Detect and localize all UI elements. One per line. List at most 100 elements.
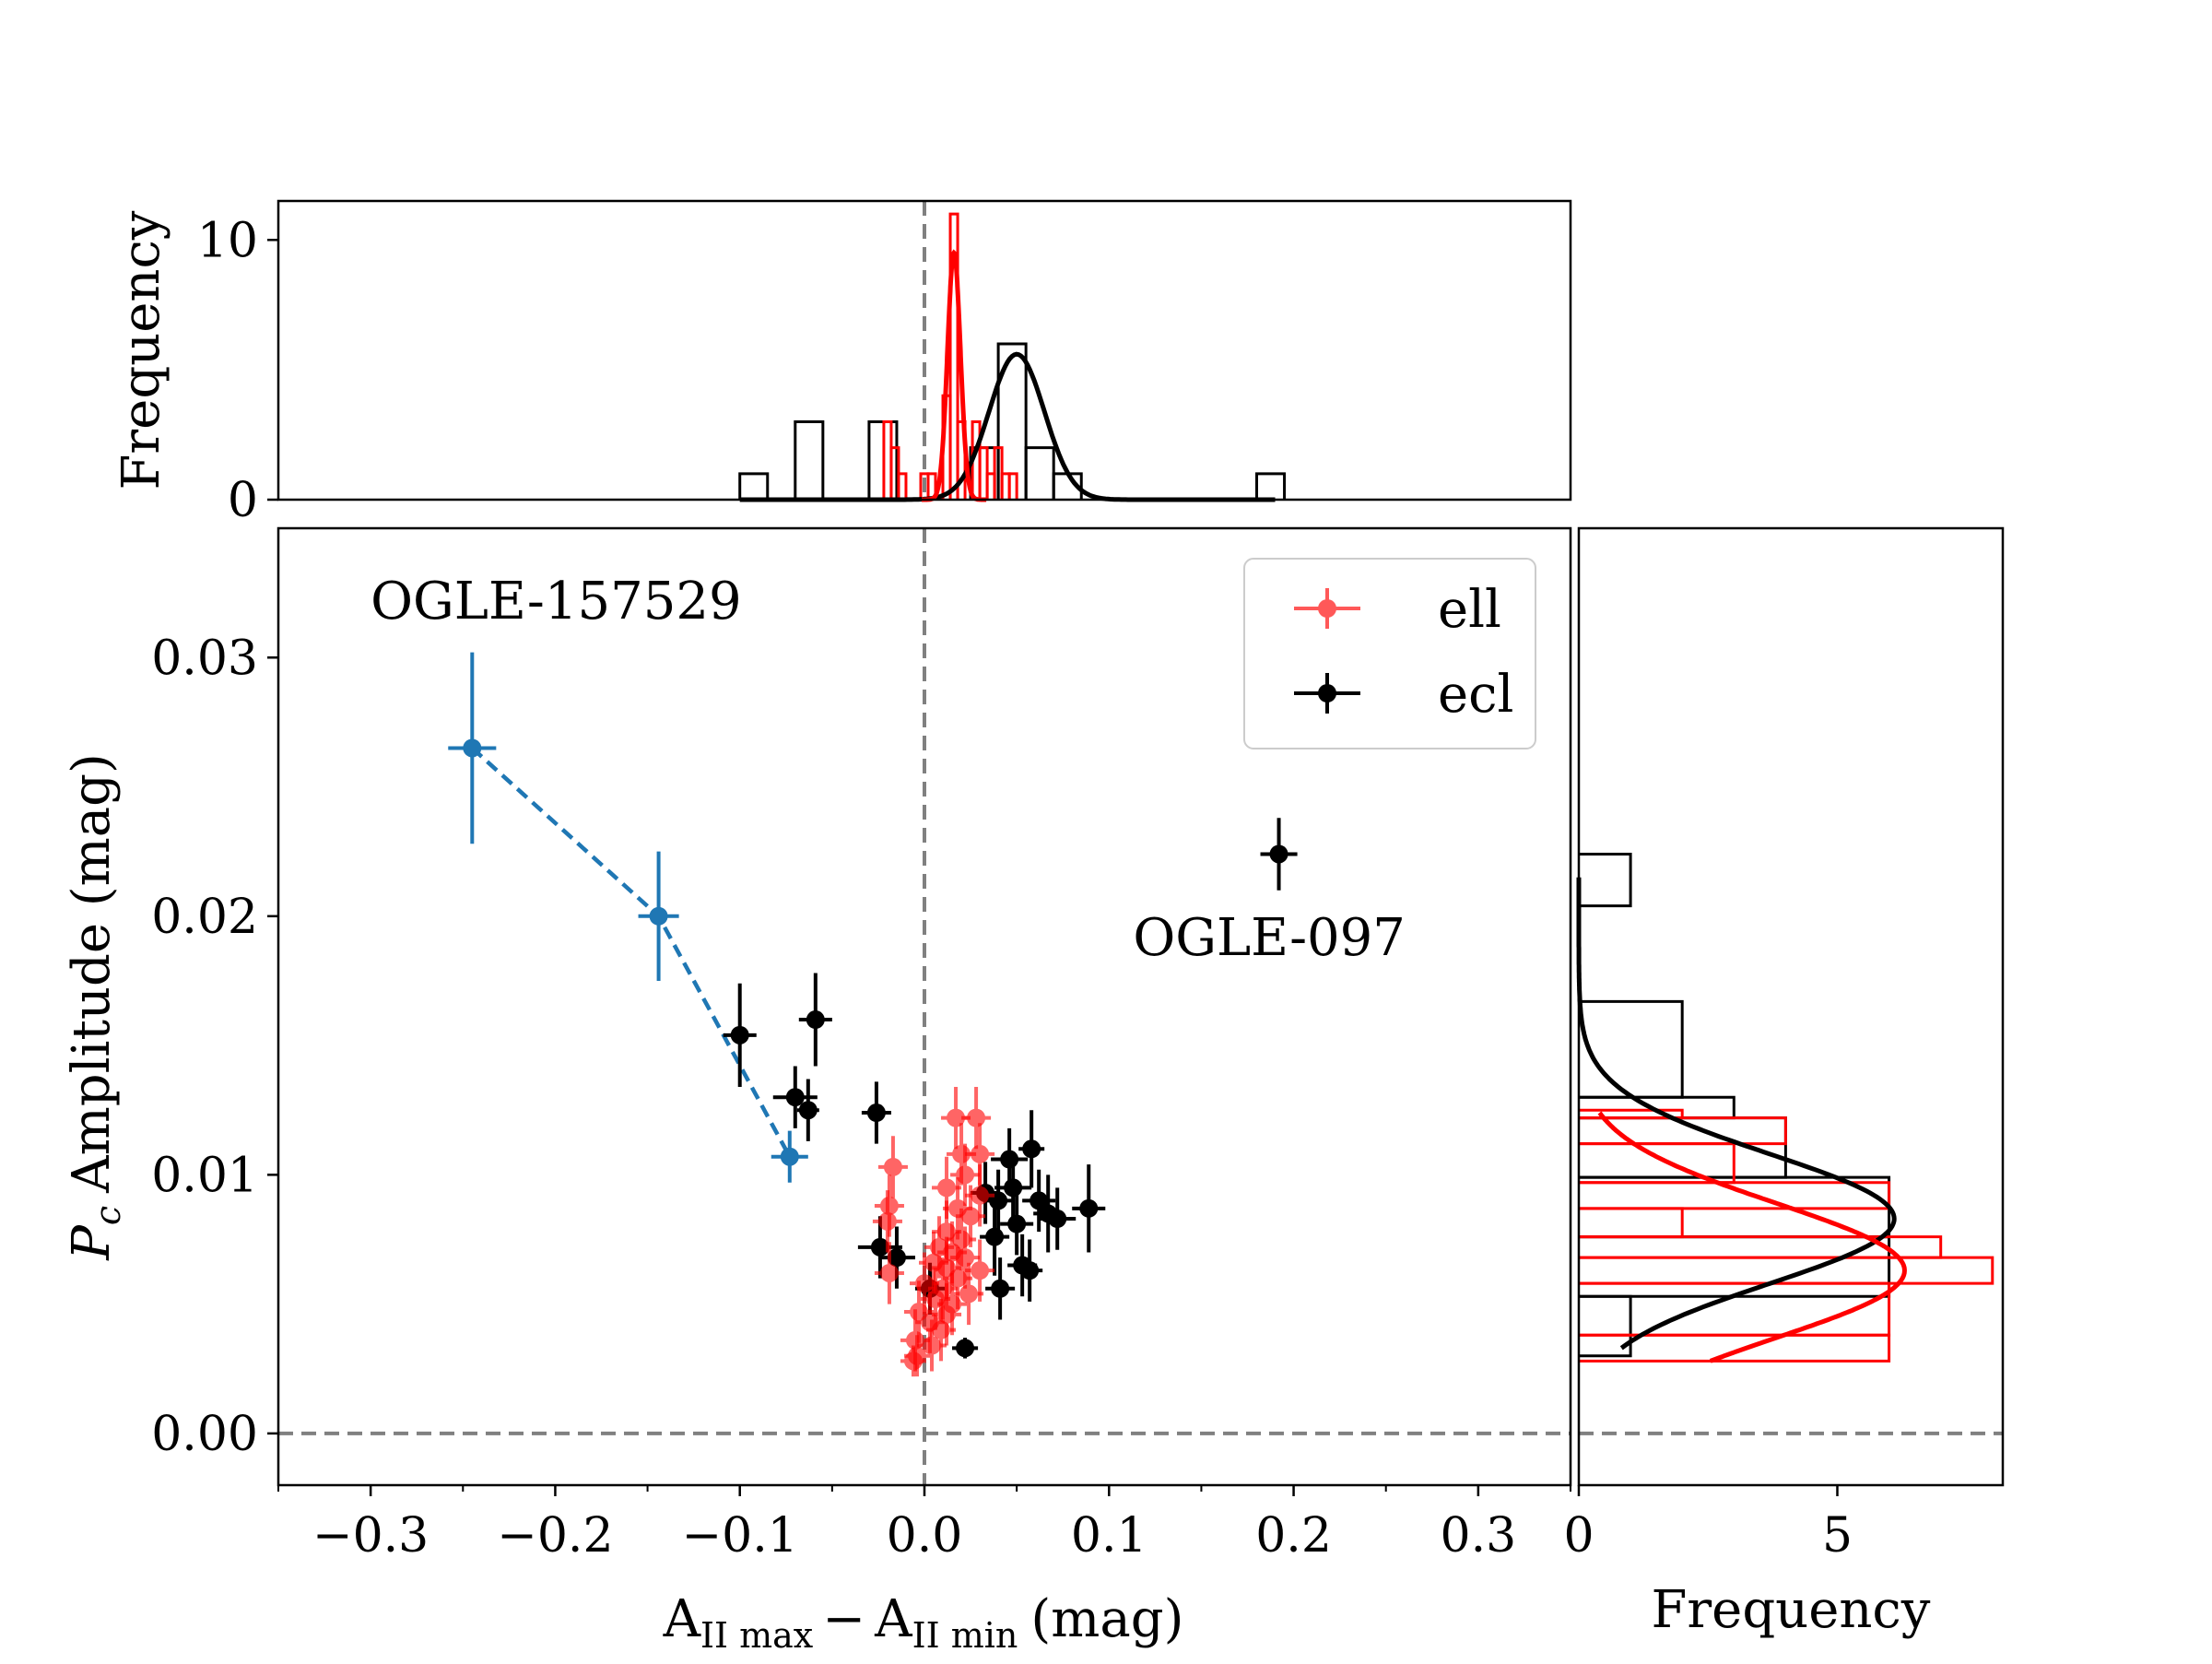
marker-ogle-157529-1 (649, 906, 668, 926)
marker-ecl-5 (866, 1103, 886, 1123)
point-ecl-1 (723, 983, 757, 1087)
legend: ell ecl (1243, 558, 1536, 749)
right-xtick-label: 5 (1822, 1508, 1853, 1564)
main-xtick-label: 0.1 (1071, 1508, 1147, 1564)
legend-label-ell: ell (1438, 580, 1501, 640)
marker-ell-3 (971, 1144, 990, 1163)
marker-ecl-23 (956, 1339, 975, 1358)
marker-ell-6 (937, 1178, 957, 1198)
point-ecl-5 (861, 1081, 891, 1144)
point-ecl-14 (1039, 1187, 1077, 1250)
top-ytick-label: 0 (228, 473, 258, 528)
legend-marker-ecl (1294, 673, 1360, 714)
point-ecl-15 (1000, 1192, 1034, 1256)
marker-ell-11 (877, 1211, 897, 1231)
marker-ecl-13 (1079, 1198, 1099, 1218)
ogle-157529-track-line (470, 746, 792, 1158)
right-fit-ell (1597, 1111, 1907, 1363)
point-ell-34 (900, 1345, 927, 1377)
main-ytick-label: 0.01 (151, 1148, 258, 1203)
top-hist-bar-ecl-7 (1255, 472, 1287, 500)
point-ecl-9 (994, 1156, 1032, 1220)
marker-ell-24 (959, 1284, 979, 1304)
marker-ecl-20 (1020, 1261, 1040, 1280)
point-ell-32 (916, 1319, 947, 1372)
right-histogram-content (1576, 852, 2003, 1435)
top-panel-frame (276, 199, 1572, 502)
point-ell-1 (961, 1086, 992, 1150)
marker-ecl-2 (806, 1010, 825, 1030)
legend-label-ecl: ecl (1438, 665, 1513, 725)
main-xtick-label: 0.3 (1441, 1508, 1517, 1564)
top-hist-bar-ell-4 (926, 472, 937, 500)
marker-ecl-11 (1030, 1191, 1049, 1210)
marker-ecl-1 (730, 1025, 749, 1044)
point-ecl-2 (798, 973, 832, 1067)
marker-ecl-4 (798, 1101, 818, 1120)
top-ticks: 0 10 (197, 213, 278, 528)
right-xlabel: Frequency (1652, 1580, 1931, 1640)
right-hist-bar-ell-8 (1579, 1108, 1684, 1120)
marker-ecl-3 (785, 1088, 805, 1107)
right-panel-frame (1577, 526, 2005, 1487)
right-hist-bar-ell-1 (1579, 1281, 1891, 1337)
marker-ell-1 (967, 1108, 986, 1127)
marker-ell-0 (947, 1108, 966, 1127)
main-scatter-panel: −0.3 −0.2 −0.1 0.0 0.1 0.2 0.3 0.00 0.01 0.02 0.03… (62, 526, 1572, 1656)
marker-ell-4 (883, 1157, 902, 1176)
point-ell-0 (941, 1086, 971, 1150)
marker-ell-16 (956, 1248, 975, 1268)
point-ecl-16 (980, 1198, 1010, 1276)
marker-ell-5 (956, 1165, 975, 1185)
point-ogle-157529-1 (638, 851, 679, 981)
right-xtick-label: 0 (1563, 1508, 1594, 1564)
marker-ecl-6 (1000, 1150, 1019, 1169)
point-ecl-0 (1260, 818, 1298, 891)
main-xtick-label: 0.2 (1255, 1508, 1332, 1564)
point-ell-4 (877, 1136, 908, 1198)
top-histogram-panel: 0 10 Frequency (112, 199, 1572, 528)
marker-ecl-0 (1269, 844, 1288, 864)
point-ell-24 (954, 1262, 984, 1326)
main-xtick-label: −0.1 (682, 1508, 798, 1564)
top-hist-bar-ell-13 (1007, 472, 1018, 500)
main-xtick-label: −0.2 (497, 1508, 613, 1564)
right-hist-bar-ecl-7 (1579, 852, 1632, 908)
main-xtick-label: 0.0 (887, 1508, 963, 1564)
marker-ell-19 (971, 1261, 990, 1280)
point-ecl-20 (1017, 1239, 1043, 1302)
main-scatter-content (278, 528, 1571, 1485)
main-ytick-label: 0.03 (151, 631, 258, 686)
main-ytick-label: 0.02 (151, 890, 258, 945)
top-hist-bar-ecl-5 (1024, 446, 1055, 500)
top-hist-bar-ecl-0 (738, 472, 770, 500)
right-hist-bar-ecl-1 (1579, 1235, 1891, 1298)
marker-ecl-22 (991, 1279, 1010, 1298)
point-ecl-4 (796, 1079, 819, 1141)
main-ylabel: PcAmplitude (mag) (62, 753, 128, 1261)
main-xtick-label: −0.3 (312, 1508, 429, 1564)
top-hist-bar-ecl-4 (996, 342, 1028, 500)
point-ogle-157529-0 (448, 652, 497, 844)
marker-ecl-14 (1048, 1210, 1067, 1229)
point-ell-11 (872, 1190, 902, 1253)
marker-ecl-7 (1022, 1139, 1041, 1159)
point-ecl-11 (1022, 1169, 1056, 1233)
marker-ell-8 (879, 1197, 899, 1216)
point-ecl-17 (857, 1216, 902, 1279)
point-ecl-7 (1018, 1110, 1045, 1188)
marker-ogle-157529-2 (780, 1147, 799, 1166)
top-histogram-content (738, 201, 1287, 502)
legend-marker-ell (1294, 588, 1360, 629)
main-xlabel: AII max − AII min (mag) (663, 1589, 1184, 1656)
top-hist-bar-ecl-1 (794, 419, 825, 500)
main-ytick-label: 0.00 (151, 1407, 258, 1462)
top-fit-ecl (739, 351, 1276, 502)
marker-ell-20 (879, 1263, 899, 1282)
top-fit-ell (922, 249, 987, 502)
right-hist-bar-ecl-5 (1579, 999, 1684, 1099)
marker-ecl-15 (1007, 1214, 1027, 1233)
main-ticks: −0.3 −0.2 −0.1 0.0 0.1 0.2 0.3 0.00 0.01 0.02 0.03 (151, 631, 1571, 1564)
